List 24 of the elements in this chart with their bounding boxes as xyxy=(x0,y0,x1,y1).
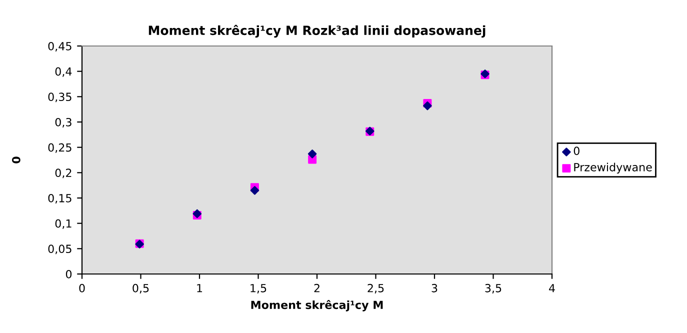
x-tick-label: 2,5 xyxy=(368,284,384,294)
y-tick-label: 0,15 xyxy=(48,194,72,204)
y-tick-label: 0,45 xyxy=(48,42,72,52)
x-tick-label: 1 xyxy=(197,284,202,292)
legend-label: Przewidywane xyxy=(574,162,652,174)
y-tick-label: 0,35 xyxy=(48,92,72,102)
chart-title: Moment skrêcaj¹cy M Rozk³ad linii dopasowanej xyxy=(148,24,486,38)
x-tick-label: 2 xyxy=(314,284,320,292)
y-tick-label: 0,3 xyxy=(55,118,72,128)
y-tick-label: 0 xyxy=(66,270,72,278)
y-tick-label: 0,4 xyxy=(55,67,72,77)
x-tick-label: 3 xyxy=(432,284,438,292)
x-tick-label: 0,5 xyxy=(132,284,149,294)
x-tick-label: 1,5 xyxy=(250,284,266,294)
x-tick-label: 0 xyxy=(79,284,85,292)
x-axis-title: Moment skrêcaj¹cy M xyxy=(251,300,383,312)
x-tick-label: 3,5 xyxy=(485,284,502,294)
legend-label: 0 xyxy=(574,146,580,156)
y-axis-title: 0 xyxy=(12,156,20,164)
y-tick-label: 0,25 xyxy=(48,143,72,153)
y-tick-label: 0,2 xyxy=(55,168,72,178)
x-tick-label: 4 xyxy=(549,284,555,292)
y-tick-label: 0,1 xyxy=(55,219,72,229)
y-tick-label: 0,05 xyxy=(48,244,72,254)
